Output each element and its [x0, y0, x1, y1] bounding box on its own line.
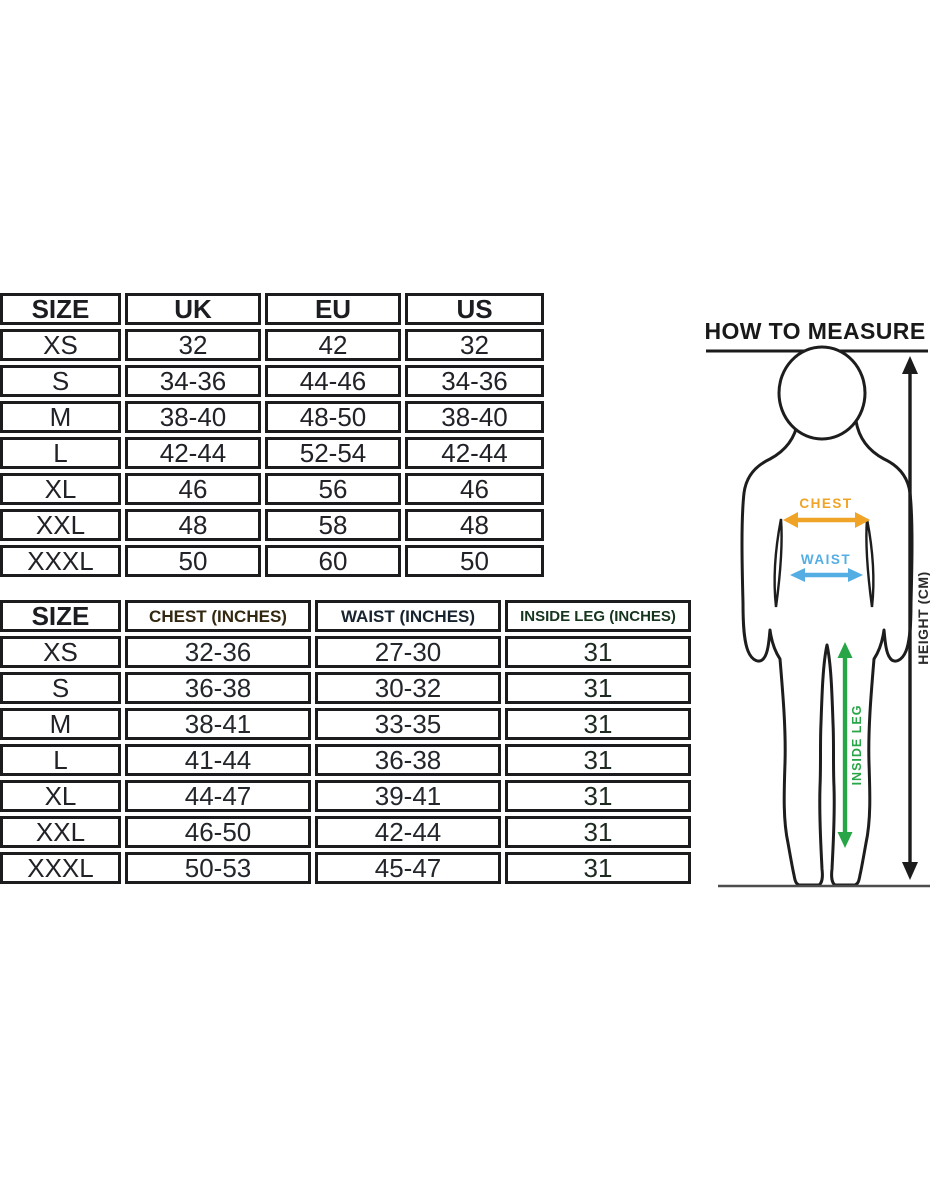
waist-cell: 27-30 — [315, 636, 501, 668]
us-cell: 32 — [405, 329, 544, 361]
size-cell: XXL — [0, 816, 121, 848]
size-cell: XL — [0, 473, 121, 505]
chest-cell: 44-47 — [125, 780, 311, 812]
table-row: XXXL 50-53 45-47 31 — [0, 852, 691, 884]
eu-cell: 60 — [265, 545, 401, 577]
us-cell: 38-40 — [405, 401, 544, 433]
us-cell: 48 — [405, 509, 544, 541]
uk-cell: 42-44 — [125, 437, 261, 469]
table-row: XS 32 42 32 — [0, 329, 544, 361]
table-row: M 38-41 33-35 31 — [0, 708, 691, 740]
uk-cell: 48 — [125, 509, 261, 541]
size-cell: XXL — [0, 509, 121, 541]
waist-cell: 30-32 — [315, 672, 501, 704]
eu-cell: 52-54 — [265, 437, 401, 469]
table-row: M 38-40 48-50 38-40 — [0, 401, 544, 433]
chest-arrow — [783, 512, 870, 528]
table-row: L 41-44 36-38 31 — [0, 744, 691, 776]
table-row: S 34-36 44-46 34-36 — [0, 365, 544, 397]
right-arm-gap — [865, 518, 875, 608]
inside-leg-label: INSIDE LEG — [850, 705, 864, 786]
size-cell: XXXL — [0, 852, 121, 884]
size-cell: M — [0, 401, 121, 433]
eu-cell: 58 — [265, 509, 401, 541]
eu-cell: 48-50 — [265, 401, 401, 433]
left-arm-gap — [773, 518, 783, 608]
uk-cell: 32 — [125, 329, 261, 361]
col-header-chest: CHEST (INCHES) — [125, 600, 311, 632]
size-cell: S — [0, 672, 121, 704]
us-cell: 50 — [405, 545, 544, 577]
measurement-diagram: CHEST WAIST INSIDE LEG HEIGHT (CM) — [706, 345, 930, 888]
waist-label: WAIST — [801, 552, 851, 567]
chest-cell: 38-41 — [125, 708, 311, 740]
height-label: HEIGHT (CM) — [915, 571, 930, 664]
table-row: XXXL 50 60 50 — [0, 545, 544, 577]
size-conversion-table: SIZE UK EU US XS 32 42 32 S 34-36 44-46 … — [0, 289, 548, 581]
us-cell: 42-44 — [405, 437, 544, 469]
waist-cell: 42-44 — [315, 816, 501, 848]
chest-cell: 41-44 — [125, 744, 311, 776]
size-cell: XXXL — [0, 545, 121, 577]
inside-leg-cell: 31 — [505, 744, 691, 776]
height-arrow — [902, 356, 918, 880]
eu-cell: 42 — [265, 329, 401, 361]
chest-cell: 50-53 — [125, 852, 311, 884]
table-header-row: SIZE CHEST (INCHES) WAIST (INCHES) INSID… — [0, 600, 691, 632]
col-header-size: SIZE — [0, 293, 121, 325]
table-row: XXL 48 58 48 — [0, 509, 544, 541]
table-row: S 36-38 30-32 31 — [0, 672, 691, 704]
chest-cell: 36-38 — [125, 672, 311, 704]
uk-cell: 50 — [125, 545, 261, 577]
body-measurements-table: SIZE CHEST (INCHES) WAIST (INCHES) INSID… — [0, 596, 695, 888]
uk-cell: 46 — [125, 473, 261, 505]
eu-cell: 56 — [265, 473, 401, 505]
waist-cell: 33-35 — [315, 708, 501, 740]
uk-cell: 34-36 — [125, 365, 261, 397]
us-cell: 34-36 — [405, 365, 544, 397]
us-cell: 46 — [405, 473, 544, 505]
size-cell: S — [0, 365, 121, 397]
col-header-eu: EU — [265, 293, 401, 325]
inside-leg-cell: 31 — [505, 708, 691, 740]
inside-leg-cell: 31 — [505, 852, 691, 884]
table-row: XXL 46-50 42-44 31 — [0, 816, 691, 848]
table-row: XL 44-47 39-41 31 — [0, 780, 691, 812]
inside-leg-arrow — [837, 642, 853, 848]
size-cell: XL — [0, 780, 121, 812]
inside-leg-cell: 31 — [505, 780, 691, 812]
eu-cell: 44-46 — [265, 365, 401, 397]
table-row: XL 46 56 46 — [0, 473, 544, 505]
body-silhouette — [740, 419, 914, 887]
chest-cell: 46-50 — [125, 816, 311, 848]
table-row: L 42-44 52-54 42-44 — [0, 437, 544, 469]
waist-cell: 39-41 — [315, 780, 501, 812]
col-header-us: US — [405, 293, 544, 325]
size-cell: M — [0, 708, 121, 740]
how-to-measure-title: HOW TO MEASURE — [704, 318, 926, 344]
table-header-row: SIZE UK EU US — [0, 293, 544, 325]
head-outline — [777, 345, 867, 441]
size-cell: L — [0, 744, 121, 776]
waist-cell: 45-47 — [315, 852, 501, 884]
size-cell: XS — [0, 329, 121, 361]
col-header-inside-leg: INSIDE LEG (INCHES) — [505, 600, 691, 632]
chest-cell: 32-36 — [125, 636, 311, 668]
size-cell: XS — [0, 636, 121, 668]
col-header-waist: WAIST (INCHES) — [315, 600, 501, 632]
inside-leg-cell: 31 — [505, 816, 691, 848]
waist-cell: 36-38 — [315, 744, 501, 776]
inside-leg-cell: 31 — [505, 672, 691, 704]
inside-leg-cell: 31 — [505, 636, 691, 668]
col-header-uk: UK — [125, 293, 261, 325]
size-cell: L — [0, 437, 121, 469]
uk-cell: 38-40 — [125, 401, 261, 433]
table-row: XS 32-36 27-30 31 — [0, 636, 691, 668]
chest-label: CHEST — [799, 496, 852, 511]
waist-arrow — [790, 568, 863, 582]
col-header-size: SIZE — [0, 600, 121, 632]
